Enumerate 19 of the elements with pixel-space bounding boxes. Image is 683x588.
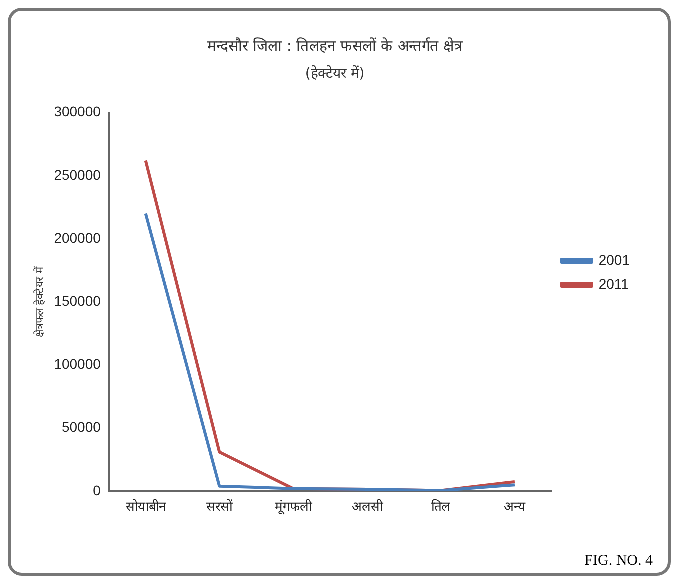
y-tick-label: 250000 bbox=[54, 166, 102, 183]
y-tick-label: 50000 bbox=[62, 419, 102, 436]
chart-title: मन्दसौर जिला : तिलहन फसलों के अन्तर्गत क्षेत्र bbox=[207, 36, 464, 55]
x-tick-label: अन्य bbox=[504, 498, 526, 514]
y-tick-label: 0 bbox=[93, 482, 102, 498]
x-tick-label: अलसी bbox=[352, 498, 384, 514]
y-tick-label: 150000 bbox=[54, 292, 102, 309]
legend-label: 2001 bbox=[598, 252, 630, 268]
y-axis-title: क्षेत्रफल हेक्टेयर में bbox=[34, 266, 47, 338]
y-tick-label: 200000 bbox=[54, 230, 102, 246]
chart-subtitle: (हेक्टेयर में) bbox=[305, 65, 365, 82]
x-tick-label: सरसों bbox=[206, 498, 234, 514]
x-tick-label: तिल bbox=[432, 498, 451, 514]
text: FIG. NO. 4 bbox=[584, 553, 653, 570]
legend-label: 2011 bbox=[598, 276, 630, 292]
y-tick-label: 300000 bbox=[54, 104, 102, 120]
x-tick-label: सोयाबीन bbox=[126, 498, 167, 514]
x-tick-label: मूंगफली bbox=[274, 498, 313, 515]
y-tick-label: 100000 bbox=[54, 356, 102, 372]
